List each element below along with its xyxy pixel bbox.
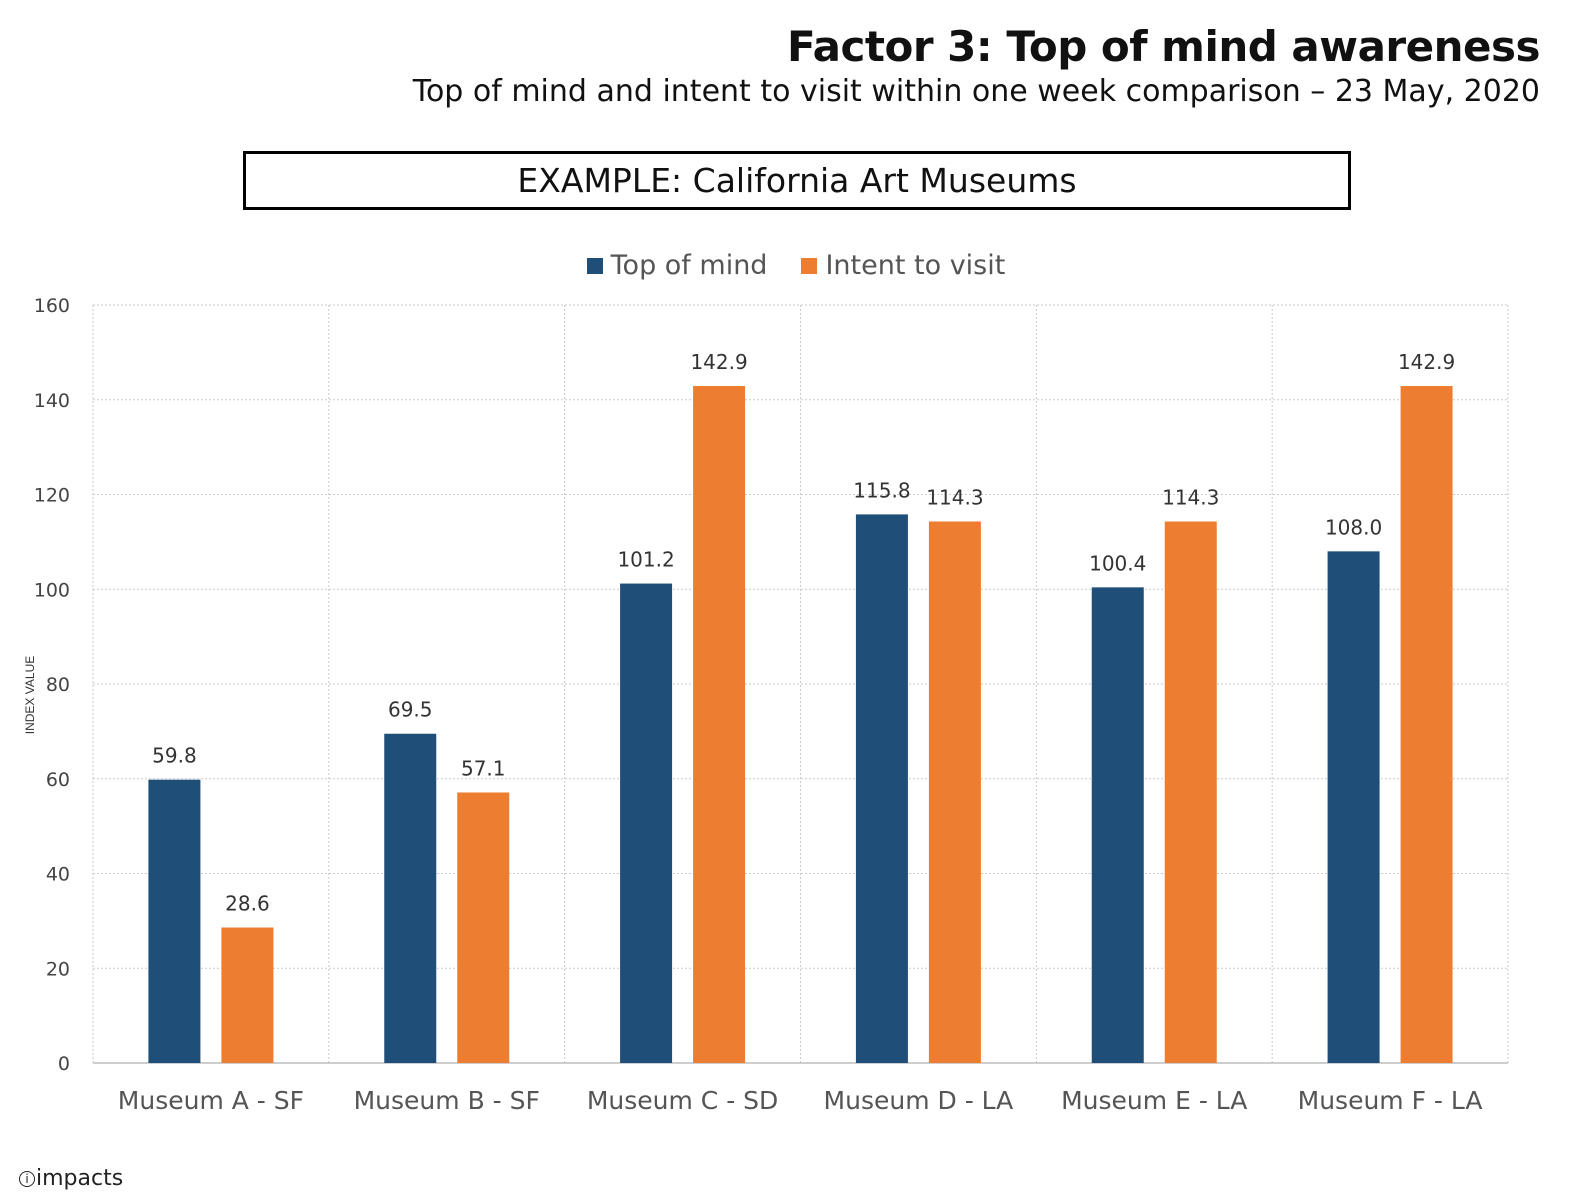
y-tick-label: 40 — [46, 864, 70, 886]
bar-top-of-mind — [1327, 551, 1380, 1063]
chart-title: Factor 3: Top of mind awareness — [786, 22, 1541, 71]
bar-top-of-mind — [620, 583, 673, 1063]
data-label: 69.5 — [388, 698, 433, 722]
example-label-box: EXAMPLE: California Art Museums — [243, 151, 1351, 210]
y-tick-label: 80 — [46, 674, 70, 696]
bar-top-of-mind — [384, 733, 437, 1063]
x-tick-label: Museum C - SD — [587, 1086, 778, 1115]
y-tick-label: 140 — [34, 390, 70, 412]
bar-intent-to-visit — [693, 386, 746, 1064]
bar-intent-to-visit — [1400, 386, 1453, 1064]
chart-subtitle: Top of mind and intent to visit within o… — [412, 74, 1540, 109]
data-label: 142.9 — [1398, 350, 1455, 374]
bar-top-of-mind — [148, 779, 201, 1063]
data-label: 114.3 — [926, 486, 983, 510]
x-tick-label: Museum D - LA — [824, 1086, 1014, 1115]
logo-info-icon: i — [19, 1170, 35, 1187]
x-tick-label: Museum B - SF — [354, 1086, 540, 1115]
data-label: 28.6 — [225, 892, 270, 916]
data-label: 108.0 — [1325, 515, 1382, 539]
legend-swatch-top-of-mind — [586, 257, 603, 274]
x-tick-label: Museum E - LA — [1061, 1086, 1247, 1115]
y-tick-label: 60 — [46, 769, 70, 791]
bar-intent-to-visit — [1164, 521, 1217, 1063]
bar-top-of-mind — [855, 514, 908, 1063]
impacts-logo: i impacts — [19, 1166, 123, 1191]
bar-intent-to-visit — [928, 521, 981, 1063]
bar-intent-to-visit — [221, 927, 274, 1063]
y-tick-label: 0 — [58, 1053, 70, 1075]
data-label: 142.9 — [690, 350, 747, 374]
data-label: 114.3 — [1162, 486, 1219, 510]
y-tick-label: 100 — [34, 579, 70, 601]
data-label: 115.8 — [853, 478, 910, 502]
x-tick-label: Museum F - LA — [1298, 1086, 1483, 1115]
example-label: EXAMPLE: California Art Museums — [517, 161, 1077, 200]
y-tick-label: 120 — [34, 485, 70, 507]
y-tick-label: 160 — [34, 295, 70, 317]
data-label: 59.8 — [152, 744, 197, 768]
data-label: 57.1 — [461, 756, 506, 780]
legend-label-intent-to-visit: Intent to visit — [825, 250, 1006, 281]
y-tick-label: 20 — [46, 958, 70, 980]
logo-text: impacts — [36, 1166, 124, 1191]
x-tick-label: Museum A - SF — [118, 1086, 304, 1115]
data-label: 101.2 — [617, 548, 674, 572]
bar-top-of-mind — [1091, 587, 1144, 1063]
legend-swatch-intent-to-visit — [801, 257, 818, 274]
legend-item-intent-to-visit: Intent to visit — [801, 250, 1005, 281]
chart-legend: Top of mind Intent to visit — [0, 250, 1592, 281]
data-label: 100.4 — [1089, 551, 1146, 575]
bar-intent-to-visit — [457, 792, 510, 1063]
legend-label-top-of-mind: Top of mind — [610, 250, 768, 281]
legend-item-top-of-mind: Top of mind — [586, 250, 768, 281]
